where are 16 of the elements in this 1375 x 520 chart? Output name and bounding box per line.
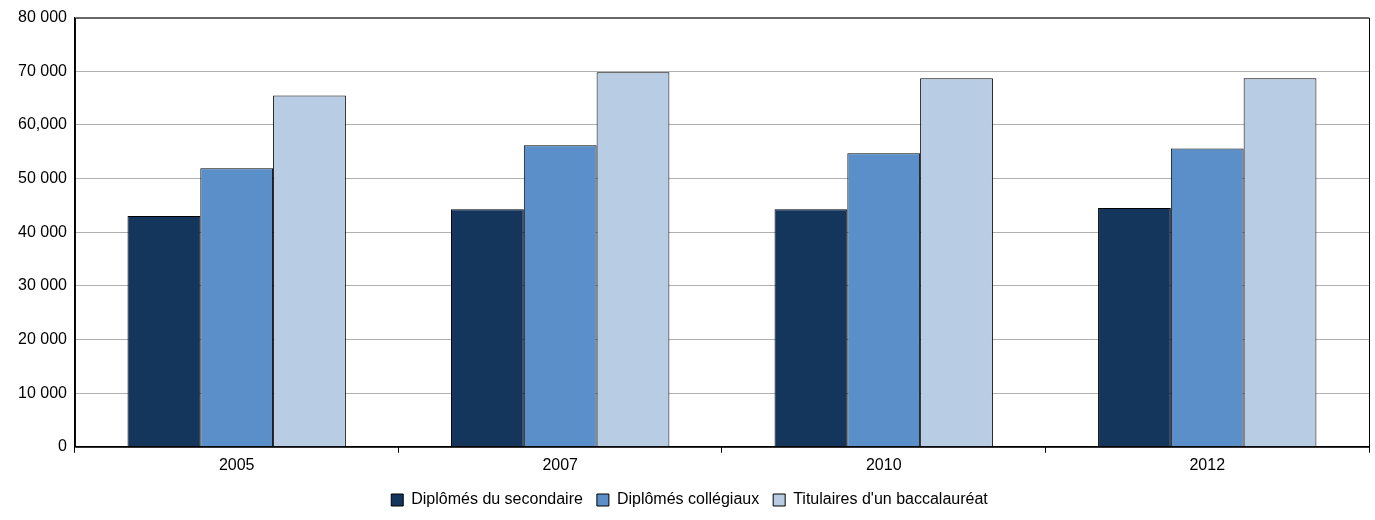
legend-label: Diplômés collégiaux (616, 490, 760, 508)
x-tick-label: 2010 (865, 455, 902, 473)
x-tick-label: 2005 (218, 455, 255, 473)
y-tick-label: 80 000 (18, 8, 68, 26)
y-tick-label: 20 000 (18, 329, 68, 347)
y-tick-label: 70 000 (18, 61, 68, 79)
y-tick-label: 10 000 (18, 383, 68, 401)
y-tick-label: 40 000 (18, 222, 68, 240)
y-tick-label: 0 (58, 437, 68, 455)
legend-label: Titulaires d'un baccalauréat (793, 490, 989, 508)
y-tick-label: 60,000 (18, 115, 68, 133)
x-tick-label: 2012 (1189, 455, 1226, 473)
y-tick-label: 50 000 (18, 168, 68, 186)
x-tick-label: 2007 (542, 455, 579, 473)
legend-label: Diplômés du secondaire (411, 490, 583, 508)
y-tick-label: 30 000 (18, 276, 68, 294)
